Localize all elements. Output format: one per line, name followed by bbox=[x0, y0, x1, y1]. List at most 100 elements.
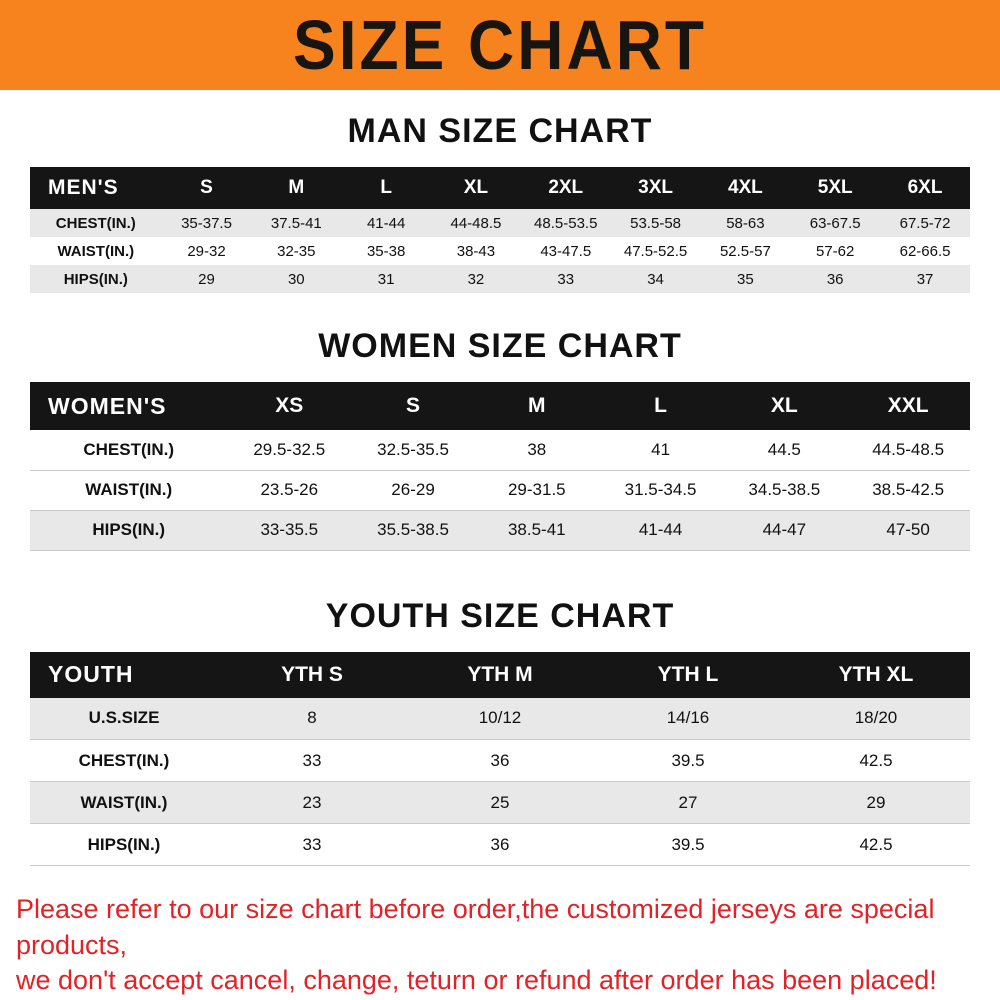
size-value-cell: 25 bbox=[490, 792, 510, 812]
size-column-header: XL bbox=[431, 167, 521, 209]
size-value-cell: 52.5-57 bbox=[719, 242, 771, 260]
women-size-table: WOMEN'S XS S M L XL XXL CHEST(IN.) 29.5-32.5 32.5… bbox=[30, 382, 970, 551]
table-row: CHEST(IN.) 35-37.5 37.5-41 41-44 44-48.5 48.5… bbox=[30, 209, 970, 237]
size-value-cell: 36 bbox=[490, 834, 510, 854]
table-row: HIPS(IN.) 33 36 39.5 42.5 bbox=[30, 824, 970, 866]
size-value-cell: 31.5-34.5 bbox=[624, 480, 697, 499]
size-value-cell: 41 bbox=[651, 439, 671, 459]
row-label: WAIST(IN.) bbox=[85, 480, 173, 499]
table-header-row: YOUTH YTH S YTH M YTH L YTH XL bbox=[30, 651, 970, 698]
size-value-cell: 44-47 bbox=[762, 520, 807, 539]
row-label: WAIST(IN.) bbox=[80, 792, 168, 812]
size-column-header: 5XL bbox=[790, 167, 881, 209]
row-label: U.S.SIZE bbox=[88, 708, 160, 728]
size-value-cell: 62-66.5 bbox=[899, 242, 951, 260]
size-value-cell: 57-62 bbox=[816, 242, 855, 260]
table-row: HIPS(IN.) 33-35.5 35.5-38.5 38.5-41 41-44 44-… bbox=[30, 510, 970, 550]
page-title: SIZE CHART bbox=[293, 6, 707, 84]
size-value-cell: 29 bbox=[866, 792, 886, 812]
size-value-cell: 63-67.5 bbox=[809, 214, 861, 232]
size-column-header: XXL bbox=[846, 382, 970, 430]
size-value-cell: 26-29 bbox=[391, 480, 435, 499]
youth-size-table: YOUTH YTH S YTH M YTH L YTH XL U.S.SIZE 8 10/12… bbox=[30, 651, 970, 867]
table-row: CHEST(IN.) 29.5-32.5 32.5-35.5 38 41 44.5 44.5… bbox=[30, 430, 970, 470]
notice-line-2: we don't accept cancel, change, teturn o… bbox=[16, 965, 937, 996]
size-value-cell: 39.5 bbox=[671, 834, 705, 854]
banner: SIZE CHART bbox=[0, 0, 1000, 90]
size-value-cell: 38-43 bbox=[456, 242, 496, 260]
size-column-header: XS bbox=[227, 382, 352, 430]
size-value-cell: 47-50 bbox=[886, 520, 930, 539]
man-size-chart-section: MAN SIZE CHART MEN'S S M L XL 2XL 3XL 4XL 5XL 6XL… bbox=[0, 112, 1000, 293]
row-label: WAIST(IN.) bbox=[57, 242, 135, 260]
size-column-header: M bbox=[251, 167, 342, 209]
women-size-chart-section: WOMEN SIZE CHART WOMEN'S XS S M L XL XXL CHEST(… bbox=[0, 327, 1000, 551]
size-value-cell: 14/16 bbox=[666, 708, 710, 728]
size-value-cell: 48.5-53.5 bbox=[534, 214, 598, 232]
size-value-cell: 35 bbox=[737, 270, 754, 288]
size-value-cell: 38 bbox=[527, 439, 547, 459]
size-value-cell: 32-35 bbox=[277, 242, 316, 260]
size-value-cell: 31 bbox=[377, 270, 395, 288]
size-value-cell: 30 bbox=[287, 270, 305, 288]
size-value-cell: 32.5-35.5 bbox=[377, 439, 449, 459]
row-label: HIPS(IN.) bbox=[63, 270, 128, 288]
size-value-cell: 38.5-41 bbox=[507, 520, 566, 539]
size-value-cell: 37.5-41 bbox=[270, 214, 322, 232]
size-value-cell: 53.5-58 bbox=[630, 214, 681, 232]
size-value-cell: 33-35.5 bbox=[260, 520, 319, 539]
size-column-header: YTH M bbox=[406, 651, 594, 698]
table-title-cell: YOUTH bbox=[30, 651, 218, 698]
footer-notice: Please refer to our size chart before or… bbox=[0, 892, 1000, 999]
size-value-cell: 23.5-26 bbox=[260, 480, 319, 499]
size-value-cell: 41-44 bbox=[638, 520, 683, 539]
size-value-cell: 34.5-38.5 bbox=[748, 480, 821, 499]
size-value-cell: 33 bbox=[302, 834, 322, 854]
size-column-header: L bbox=[598, 382, 723, 430]
table-title-cell: MEN'S bbox=[30, 167, 162, 209]
size-value-cell: 35.5-38.5 bbox=[377, 520, 449, 539]
table-row: U.S.SIZE 8 10/12 14/16 18/20 bbox=[30, 697, 970, 740]
size-column-header: 2XL bbox=[520, 167, 611, 209]
youth-size-chart-section: YOUTH SIZE CHART YOUTH YTH S YTH M YTH L YTH… bbox=[0, 597, 1000, 867]
row-label: HIPS(IN.) bbox=[87, 834, 161, 854]
size-value-cell: 39.5 bbox=[671, 750, 705, 770]
size-value-cell: 43-47.5 bbox=[540, 242, 592, 260]
table-header-row: MEN'S S M L XL 2XL 3XL 4XL 5XL 6XL bbox=[30, 167, 970, 209]
table-row: WAIST(IN.) 23.5-26 26-29 29-31.5 31.5-34.5 34… bbox=[30, 470, 970, 510]
table-row: CHEST(IN.) 33 36 39.5 42.5 bbox=[30, 740, 970, 782]
size-value-cell: 41-44 bbox=[366, 214, 406, 232]
size-value-cell: 44.5 bbox=[767, 439, 801, 459]
size-value-cell: 58-63 bbox=[726, 214, 765, 232]
size-value-cell: 18/20 bbox=[854, 708, 898, 728]
size-value-cell: 67.5-72 bbox=[899, 214, 951, 232]
size-column-header: XL bbox=[722, 382, 847, 430]
row-label: CHEST(IN.) bbox=[83, 439, 175, 459]
size-column-header: S bbox=[161, 167, 252, 209]
size-value-cell: 35-37.5 bbox=[181, 214, 232, 232]
table-row: HIPS(IN.) 29 30 31 32 33 34 35 36 37 bbox=[30, 265, 970, 293]
row-label: CHEST(IN.) bbox=[78, 750, 170, 770]
size-value-cell: 8 bbox=[307, 708, 317, 728]
size-value-cell: 44.5-48.5 bbox=[872, 439, 945, 459]
table-header-row: WOMEN'S XS S M L XL XXL bbox=[30, 382, 970, 430]
size-value-cell: 47.5-52.5 bbox=[623, 242, 688, 260]
size-value-cell: 42.5 bbox=[859, 750, 893, 770]
man-size-chart-heading: MAN SIZE CHART bbox=[347, 112, 653, 150]
size-column-header: M bbox=[474, 382, 599, 430]
size-value-cell: 42.5 bbox=[859, 834, 893, 854]
row-label: CHEST(IN.) bbox=[55, 214, 136, 232]
size-value-cell: 29-31.5 bbox=[507, 480, 566, 499]
size-column-header: 4XL bbox=[700, 167, 791, 209]
women-size-chart-heading: WOMEN SIZE CHART bbox=[318, 327, 682, 365]
size-value-cell: 35-38 bbox=[366, 242, 406, 260]
size-value-cell: 27 bbox=[678, 792, 698, 812]
size-value-cell: 33 bbox=[302, 750, 322, 770]
size-column-header: YTH S bbox=[218, 651, 406, 698]
size-value-cell: 32 bbox=[467, 270, 485, 288]
man-size-table: MEN'S S M L XL 2XL 3XL 4XL 5XL 6XL CHEST(IN.) 35-37… bbox=[30, 167, 970, 293]
size-column-header: YTH XL bbox=[782, 651, 970, 698]
size-value-cell: 33 bbox=[557, 270, 575, 288]
size-value-cell: 36 bbox=[826, 270, 844, 288]
